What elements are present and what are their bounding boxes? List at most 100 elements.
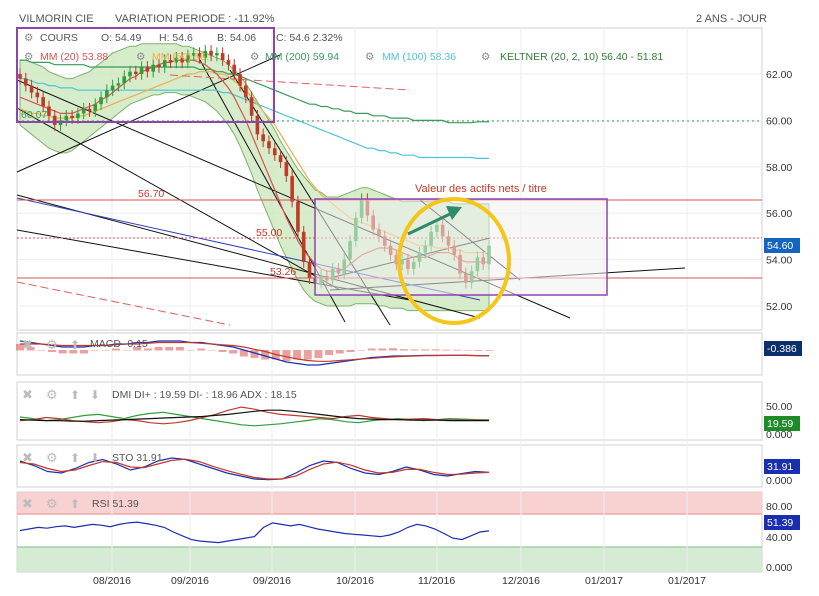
macd-histogram-bar xyxy=(325,350,334,355)
candle-body xyxy=(238,74,242,86)
symbol-title: VILMORIN CIE xyxy=(19,13,94,25)
sto-close-icon[interactable]: ✖ xyxy=(22,450,33,465)
macd-label: MACD -0.15 xyxy=(90,338,148,350)
price-tag xyxy=(764,238,800,253)
dmi-gear-icon[interactable]: ⚙ xyxy=(46,387,58,402)
candle-body xyxy=(197,53,202,58)
sto-down-icon[interactable]: ⬇ xyxy=(90,451,100,465)
macd-histogram-bar xyxy=(250,350,259,358)
date-tick-label: 01/2017 xyxy=(668,575,706,587)
macd-histogram-bar xyxy=(165,347,174,351)
macd-histogram-bar xyxy=(58,350,67,354)
sto-k-line xyxy=(19,457,490,481)
dmi-lines xyxy=(19,406,490,427)
dmi-up-icon[interactable]: ⬆ xyxy=(70,388,80,402)
candle-body xyxy=(284,162,289,177)
sto-up-icon[interactable]: ⬆ xyxy=(70,451,80,465)
macd-histogram-bar xyxy=(378,348,387,351)
candle-body xyxy=(105,90,109,98)
mm200-label: MM (200) 59.94 xyxy=(265,51,339,63)
dmi-label: DMI DI+ : 19.59 DI- : 18.96 ADX : 18.15 xyxy=(112,389,297,401)
macd-histogram-bar xyxy=(175,347,184,351)
macd-histogram-bar xyxy=(111,348,120,351)
candle-body xyxy=(47,106,51,116)
price-tick-label: 58.00 xyxy=(766,162,792,174)
sto-gear-icon[interactable]: ⚙ xyxy=(46,450,58,465)
mm50-gear-icon[interactable]: ⚙ xyxy=(136,51,145,63)
candle-body xyxy=(209,50,213,56)
date-tick-label: 12/2016 xyxy=(502,575,540,587)
macd-histogram-bar xyxy=(101,350,110,351)
keltner-gear-icon[interactable]: ⚙ xyxy=(481,51,490,63)
mm100-gear-icon[interactable]: ⚙ xyxy=(365,51,374,63)
valeur-actifs-label: Valeur des actifs nets / titre xyxy=(415,183,547,195)
dmi-tag xyxy=(764,416,800,431)
macd-histogram-bar xyxy=(389,348,398,351)
candle-body xyxy=(122,76,127,84)
rsi-oversold-zone xyxy=(17,547,762,572)
mm20-gear-icon[interactable]: ⚙ xyxy=(24,51,33,63)
candle-body xyxy=(151,64,155,72)
sto-controls: ✖ ⚙ ⬆ ⬇ STO 31.91 xyxy=(22,450,163,465)
rsi-tick-40: 40.00 xyxy=(766,532,792,544)
rsi-up-icon[interactable]: ⬆ xyxy=(70,497,80,511)
dmi-down-icon[interactable]: ⬇ xyxy=(90,388,100,402)
macd-histogram-bar xyxy=(154,347,163,351)
price-tick-label: 60.00 xyxy=(766,115,792,127)
trend-arrow-shaft xyxy=(407,212,451,236)
candle-body xyxy=(162,60,167,68)
macd-histogram-bar xyxy=(303,350,312,360)
dmi-tag-text: 19.59 xyxy=(767,418,793,430)
price-tag-text: 54.60 xyxy=(767,240,793,252)
close-value: C: 54.6 2.32% xyxy=(276,32,343,44)
macd-up-icon[interactable]: ⬆ xyxy=(70,338,80,352)
candle-body xyxy=(139,67,144,74)
highlight-box-top xyxy=(16,27,275,123)
macd-histogram-bar xyxy=(122,350,131,351)
highlight-circle xyxy=(397,197,511,325)
dmi-close-icon[interactable]: ✖ xyxy=(22,387,33,402)
date-tick-label: 08/2016 xyxy=(93,575,131,587)
candle-body xyxy=(23,78,28,86)
dmi-panel xyxy=(16,381,763,441)
cours-gear-icon[interactable]: ⚙ xyxy=(24,32,33,44)
rsi-close-icon[interactable]: ✖ xyxy=(22,496,33,511)
candle-body xyxy=(203,50,208,58)
mm200-gear-icon[interactable]: ⚙ xyxy=(250,51,259,63)
macd-close-icon[interactable]: ✖ xyxy=(22,337,33,352)
macd-controls: ✖ ⚙ ⬆ MACD -0.15 xyxy=(22,337,148,352)
macd-histogram-bar xyxy=(442,349,451,351)
period-text: 2 ANS - JOUR xyxy=(696,13,767,25)
candle-body xyxy=(272,148,277,156)
cours-label: COURS xyxy=(40,32,78,44)
candle-body xyxy=(255,115,260,135)
candle-body xyxy=(145,67,150,72)
macd-histogram-bar xyxy=(79,350,88,354)
macd-histogram-bar xyxy=(357,350,366,351)
date-tick-label: 10/2016 xyxy=(336,575,374,587)
candle-body xyxy=(134,71,138,74)
date-tick-label: 11/2016 xyxy=(418,575,455,587)
candle-body xyxy=(301,231,306,262)
candle-body xyxy=(76,113,80,119)
level-5326-label: 53.26 xyxy=(270,266,296,278)
macd-histogram-bar xyxy=(218,350,227,352)
macd-gear-icon[interactable]: ⚙ xyxy=(46,337,58,352)
candle-body xyxy=(220,53,225,61)
macd-histogram-bar xyxy=(463,350,472,351)
candle-body xyxy=(93,104,98,112)
date-x-axis: 08/2016 09/2016 09/2016 10/2016 11/2016 12/20… xyxy=(93,575,706,587)
macd-tag xyxy=(764,341,802,356)
rsi-main-line xyxy=(19,521,490,544)
rsi-controls: ✖ ⚙ ⬆ RSI 51.39 xyxy=(22,496,139,511)
candle-body xyxy=(174,57,179,63)
level-6007-label: 60.07 xyxy=(21,109,47,121)
macd-histogram-bar xyxy=(229,350,238,354)
macd-histogram-bar xyxy=(90,350,99,351)
macd-histogram-bar xyxy=(186,350,195,351)
macd-histogram-bar xyxy=(16,344,24,351)
rsi-gear-icon[interactable]: ⚙ xyxy=(46,496,58,511)
macd-histogram-bar xyxy=(453,349,462,351)
candle-body xyxy=(70,115,74,119)
